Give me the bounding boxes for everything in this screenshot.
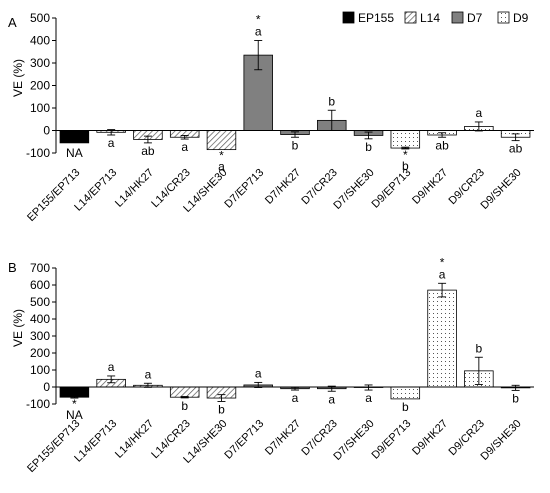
significance-star: *: [72, 397, 77, 411]
significance-star: *: [403, 148, 408, 162]
significance-label: NA: [66, 408, 83, 422]
significance-label: a: [476, 106, 483, 120]
significance-star: *: [219, 149, 224, 163]
chart-panel-b: B VE (%) -1000100200300400500600700*NAaa…: [8, 255, 534, 475]
bar: [169, 386, 200, 398]
legend-swatch-ep155: [342, 11, 355, 24]
legend-swatch-d7: [451, 11, 464, 24]
x-tick-label: D9/HK27: [410, 167, 450, 207]
bar: [59, 130, 90, 144]
y-axis-label-a: VE (%): [11, 59, 25, 97]
significance-label: NA: [66, 146, 83, 160]
bar: [427, 289, 457, 388]
significance-label: a: [145, 367, 152, 381]
y-tick-label: 100: [30, 101, 50, 115]
legend-label-d7: D7: [467, 11, 483, 25]
legend-label-d9: D9: [513, 11, 529, 25]
y-tick-label: 600: [30, 278, 50, 292]
significance-label: a: [439, 267, 446, 281]
x-tick-label: D9/EP713: [369, 418, 413, 462]
y-tick-label: 0: [43, 380, 50, 394]
bar: [206, 130, 237, 151]
legend-swatch-l14: [404, 11, 417, 24]
legend-swatch-d9: [497, 11, 510, 24]
significance-label: b: [218, 402, 225, 416]
significance-label: ab: [141, 144, 155, 158]
significance-star: *: [440, 255, 445, 269]
significance-star: *: [256, 13, 261, 27]
bar: [390, 386, 421, 400]
x-tick-label: EP155/EP713: [25, 167, 82, 224]
significance-label: b: [328, 94, 335, 108]
significance-label: b: [292, 138, 299, 152]
significance-label: ab: [509, 142, 523, 156]
y-tick-label: 300: [30, 329, 50, 343]
y-tick-label: 700: [30, 261, 50, 275]
x-tick-label: D7/HK27: [263, 167, 303, 207]
x-tick-label: D7/HK27: [263, 418, 303, 458]
y-tick-label: 400: [30, 34, 50, 48]
significance-label: a: [255, 366, 262, 380]
x-tick-label: EP155/EP713: [25, 418, 82, 475]
significance-label: ab: [435, 138, 449, 152]
x-tick-label: D9/EP713: [369, 167, 413, 211]
significance-label: a: [218, 160, 225, 174]
significance-label: b: [402, 159, 409, 173]
y-tick-label: -100: [26, 146, 50, 160]
bar: [59, 386, 90, 398]
significance-label: a: [255, 25, 262, 39]
significance-label: b: [476, 341, 483, 355]
legend-label-l14: L14: [420, 11, 440, 25]
y-tick-label: 500: [30, 11, 50, 25]
y-axis-label-b: VE (%): [11, 309, 25, 347]
y-tick-label: 0: [43, 124, 50, 138]
y-tick-label: 100: [30, 363, 50, 377]
significance-label: a: [292, 391, 299, 405]
legend: EP155 L14 D7 D9: [342, 11, 529, 25]
panel-label-b: B: [8, 260, 17, 275]
bar: [390, 130, 421, 149]
panel-label-a: A: [8, 15, 17, 30]
significance-label: b: [512, 391, 519, 405]
significance-label: b: [402, 400, 409, 414]
x-tick-label: D7/EP713: [222, 167, 266, 211]
significance-label: a: [181, 140, 188, 154]
significance-label: a: [108, 136, 115, 150]
y-tick-label: 300: [30, 56, 50, 70]
significance-label: a: [108, 360, 115, 374]
y-tick-label: 400: [30, 312, 50, 326]
x-tick-label: D9/HK27: [410, 418, 450, 458]
y-tick-label: 500: [30, 295, 50, 309]
significance-label: a: [328, 392, 335, 406]
bar: [243, 54, 273, 131]
significance-label: b: [365, 140, 372, 154]
significance-label: b: [181, 399, 188, 413]
x-tick-label: D7/EP713: [222, 418, 266, 462]
y-tick-label: 200: [30, 346, 50, 360]
legend-label-ep155: EP155: [358, 11, 394, 25]
significance-label: a: [365, 391, 372, 405]
y-tick-label: 200: [30, 79, 50, 93]
y-tick-label: -100: [26, 397, 50, 411]
